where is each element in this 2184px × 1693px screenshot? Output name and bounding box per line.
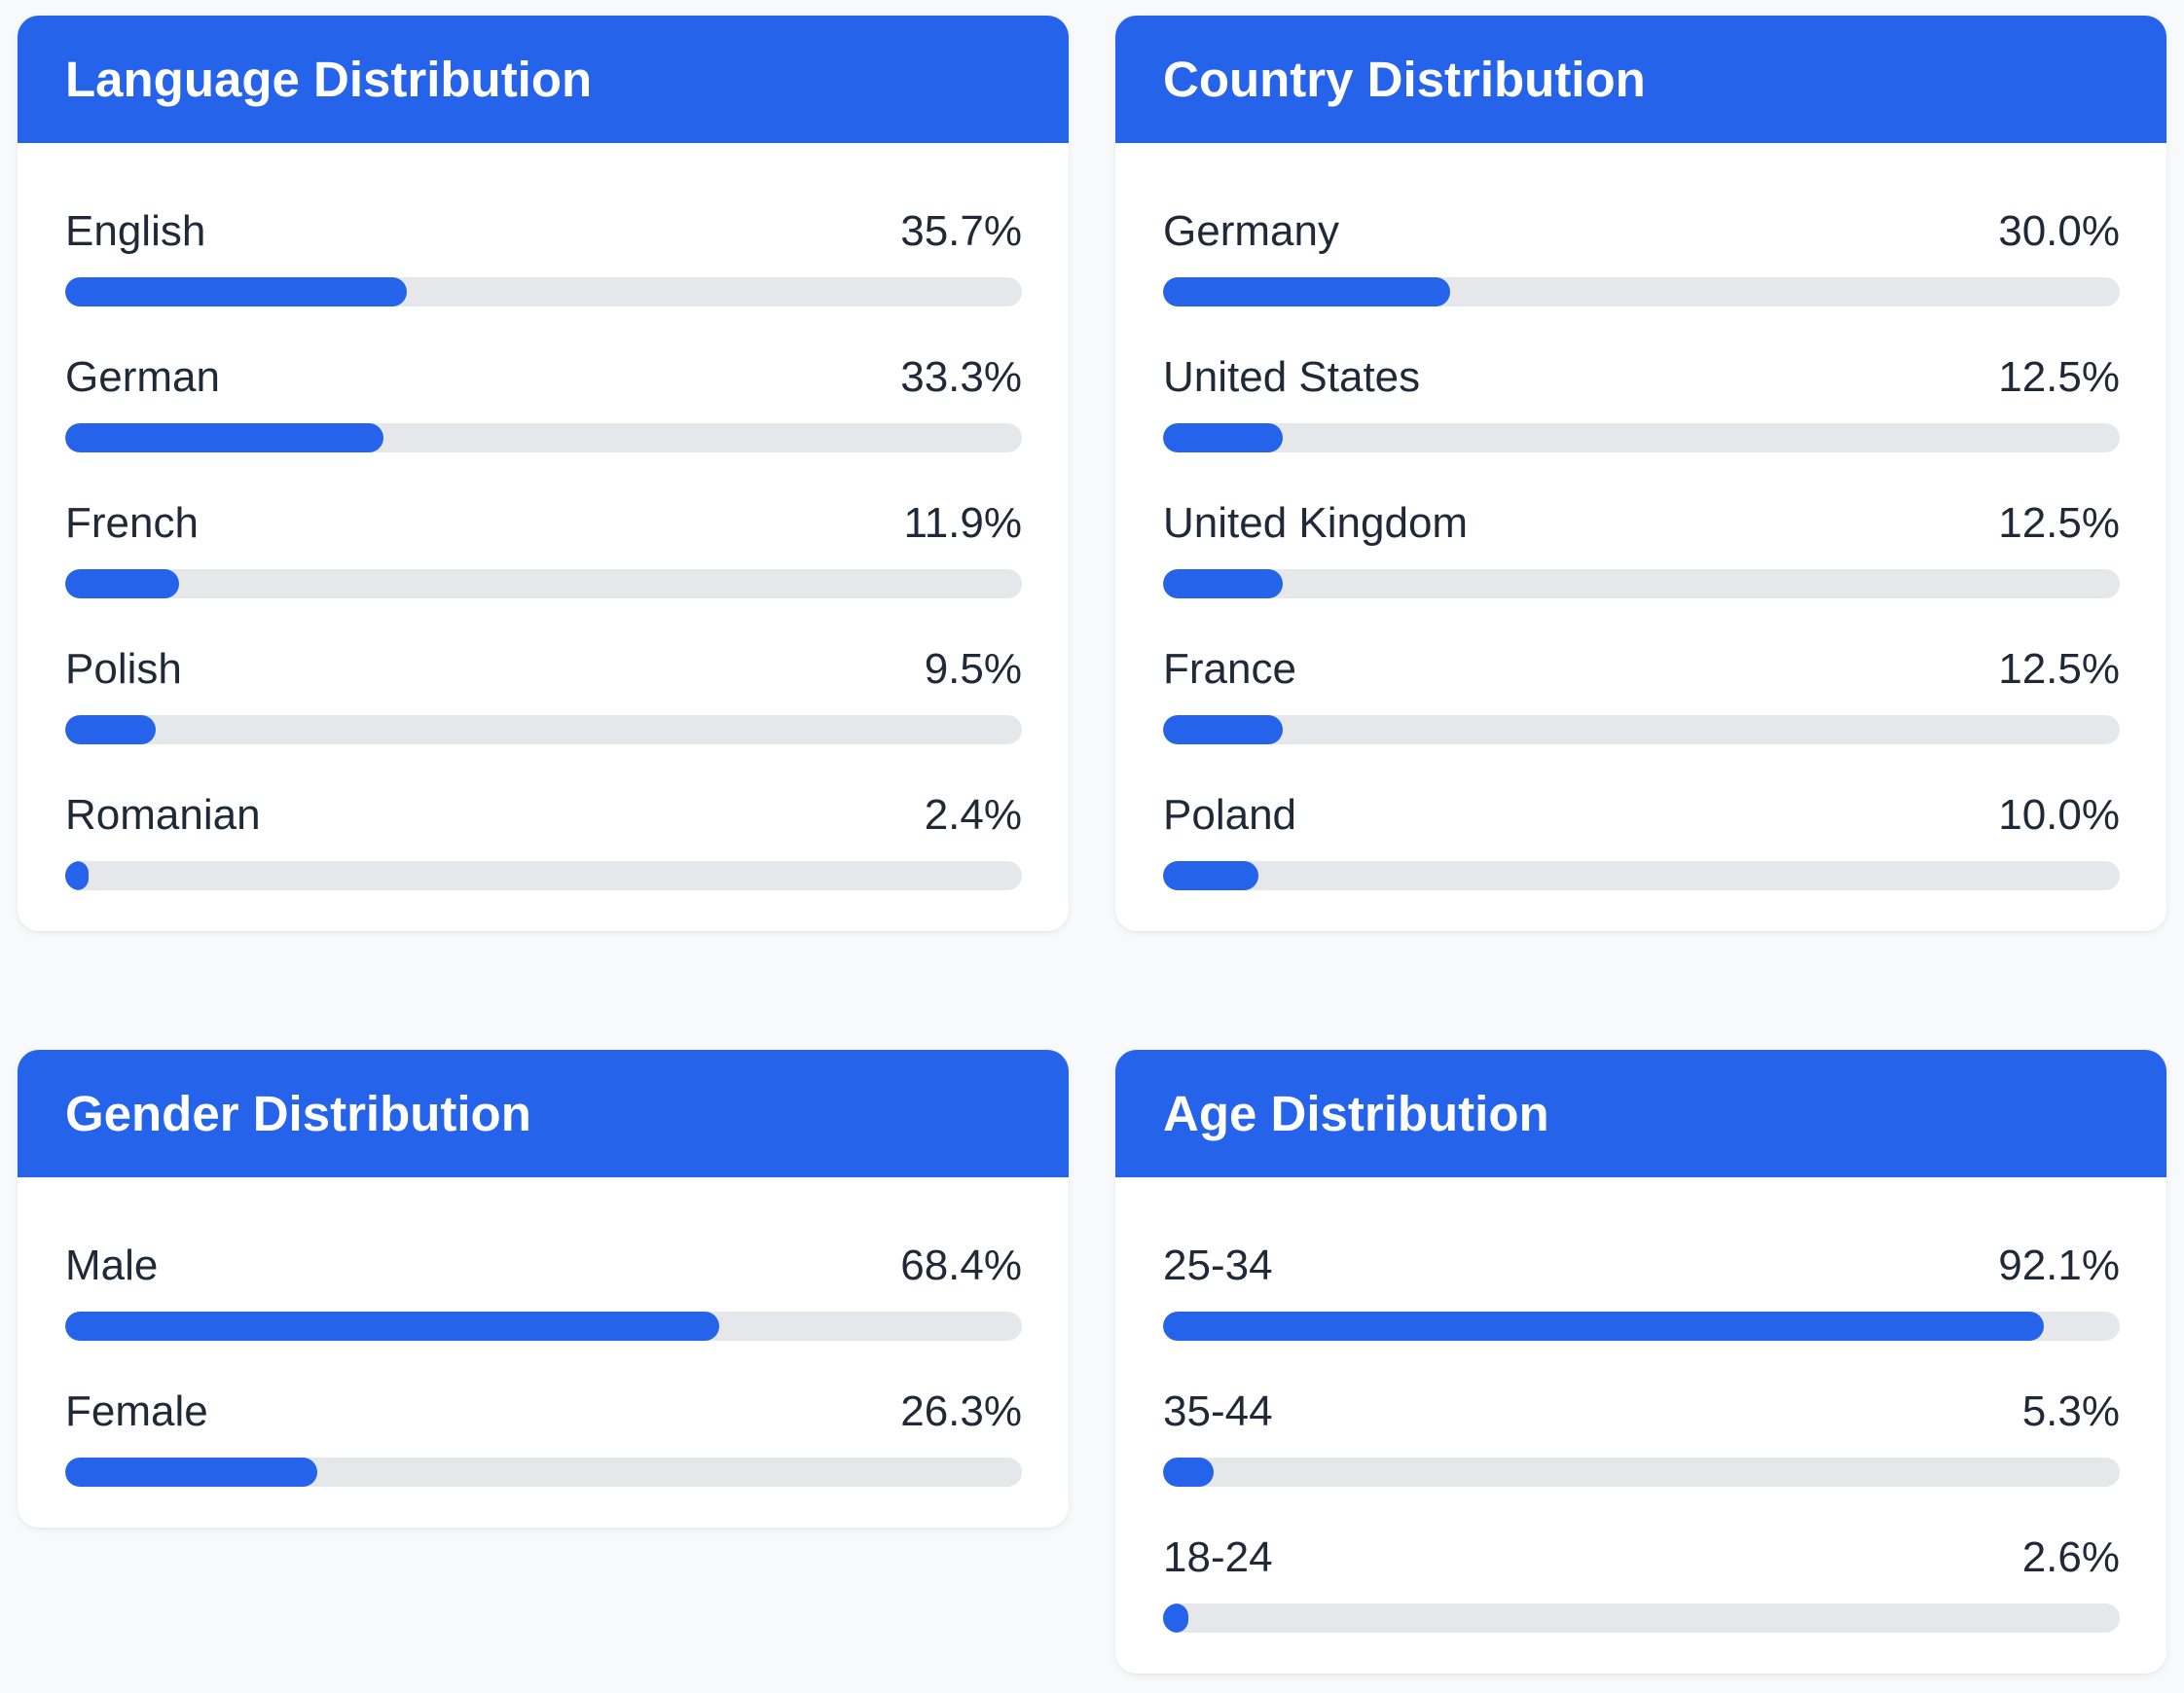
- progress-fill: [65, 569, 179, 598]
- distribution-row: French 11.9%: [65, 499, 1023, 657]
- progress-track: [1163, 715, 2120, 744]
- row-label: 25-34: [1163, 1242, 1273, 1289]
- progress-track: [65, 277, 1022, 306]
- progress-fill: [65, 861, 89, 890]
- row-value: 12.5%: [1998, 645, 2120, 693]
- progress-fill: [1163, 277, 1450, 306]
- distribution-row: Polish 9.5%: [65, 645, 1022, 803]
- distribution-row: Romanian 2.4%: [65, 791, 1022, 931]
- age-distribution-card: Age Distribution 25-34 92.1% 35-44 5.3% 18…: [1115, 1050, 2166, 1674]
- row-value: 11.9%: [903, 499, 1023, 547]
- distribution-row: France 12.5%: [1163, 645, 2120, 803]
- progress-fill: [65, 277, 407, 306]
- row-label: French: [65, 499, 199, 547]
- progress-track: [1163, 1312, 2120, 1341]
- distribution-row: 25-34 92.1%: [1163, 1242, 2120, 1399]
- row-label: France: [1163, 645, 1296, 693]
- country-distribution-card: Country Distribution Germany 30.0% United…: [1115, 16, 2166, 931]
- progress-fill: [65, 423, 384, 452]
- row-label: Male: [65, 1242, 159, 1289]
- progress-fill: [65, 715, 157, 744]
- row-value: 68.4%: [900, 1242, 1022, 1289]
- progress-track: [65, 861, 1022, 890]
- row-value: 35.7%: [900, 207, 1022, 255]
- card-header: Country Distribution: [1115, 16, 2166, 143]
- distribution-row: Female 26.3%: [65, 1387, 1022, 1528]
- row-value: 30.0%: [1998, 207, 2120, 255]
- row-label: Female: [65, 1387, 208, 1435]
- row-value: 10.0%: [1998, 791, 2120, 839]
- progress-fill: [1163, 1312, 2045, 1341]
- progress-fill: [65, 1458, 317, 1487]
- row-label: United States: [1163, 353, 1421, 401]
- progress-fill: [1163, 1458, 1215, 1487]
- row-value: 5.3%: [2021, 1387, 2120, 1435]
- card-body: English 35.7% German 33.3% French 11.9% Pol…: [18, 143, 1069, 931]
- row-value: 12.5%: [1998, 499, 2120, 547]
- card-body: Male 68.4% Female 26.3%: [18, 1177, 1069, 1528]
- card-header: Gender Distribution: [18, 1050, 1069, 1177]
- row-value: 2.6%: [2021, 1533, 2120, 1581]
- progress-track: [65, 715, 1022, 744]
- distribution-row: English 35.7%: [65, 207, 1022, 365]
- card-title: Age Distribution: [1163, 1086, 1549, 1141]
- row-label: Romanian: [65, 791, 261, 839]
- distribution-row: Poland 10.0%: [1163, 791, 2120, 931]
- progress-track: [65, 423, 1022, 452]
- progress-fill: [1163, 423, 1283, 452]
- row-value: 33.3%: [900, 353, 1022, 401]
- progress-track: [1163, 1458, 2120, 1487]
- row-value: 9.5%: [924, 645, 1022, 693]
- row-label: 35-44: [1163, 1387, 1273, 1435]
- distribution-row: 35-44 5.3%: [1163, 1387, 2120, 1545]
- row-label: 18-24: [1163, 1533, 1273, 1581]
- row-label: United Kingdom: [1163, 499, 1469, 547]
- progress-fill: [1163, 1603, 1188, 1633]
- distribution-row: German 33.3%: [65, 353, 1022, 511]
- progress-fill: [1163, 715, 1283, 744]
- progress-track: [65, 569, 1022, 598]
- card-title: Gender Distribution: [65, 1086, 531, 1141]
- card-title: Language Distribution: [65, 52, 593, 107]
- progress-fill: [1163, 861, 1259, 890]
- progress-track: [1163, 423, 2120, 452]
- distribution-row: United Kingdom 12.5%: [1163, 499, 2120, 657]
- card-body: 25-34 92.1% 35-44 5.3% 18-24 2.6%: [1115, 1177, 2166, 1674]
- progress-fill: [65, 1312, 720, 1341]
- progress-track: [65, 1458, 1022, 1487]
- row-value: 26.3%: [900, 1387, 1022, 1435]
- card-header: Language Distribution: [18, 16, 1069, 143]
- row-value: 92.1%: [1998, 1242, 2120, 1289]
- progress-fill: [1163, 569, 1283, 598]
- row-value: 2.4%: [924, 791, 1022, 839]
- progress-track: [1163, 277, 2120, 306]
- distribution-row: Germany 30.0%: [1163, 207, 2120, 365]
- progress-track: [1163, 569, 2120, 598]
- distribution-row: United States 12.5%: [1163, 353, 2120, 511]
- card-body: Germany 30.0% United States 12.5% United K…: [1115, 143, 2166, 931]
- gender-distribution-card: Gender Distribution Male 68.4% Female 26.3…: [18, 1050, 1069, 1528]
- card-header: Age Distribution: [1115, 1050, 2166, 1177]
- progress-track: [1163, 1603, 2120, 1633]
- progress-track: [65, 1312, 1022, 1341]
- row-label: German: [65, 353, 220, 401]
- language-distribution-card: Language Distribution English 35.7% Germa…: [18, 16, 1069, 931]
- card-title: Country Distribution: [1163, 52, 1646, 107]
- progress-track: [1163, 861, 2120, 890]
- row-label: Polish: [65, 645, 182, 693]
- distribution-row: 18-24 2.6%: [1163, 1533, 2120, 1674]
- row-value: 12.5%: [1998, 353, 2120, 401]
- row-label: English: [65, 207, 206, 255]
- row-label: Germany: [1163, 207, 1339, 255]
- row-label: Poland: [1163, 791, 1297, 839]
- distribution-row: Male 68.4%: [65, 1242, 1022, 1399]
